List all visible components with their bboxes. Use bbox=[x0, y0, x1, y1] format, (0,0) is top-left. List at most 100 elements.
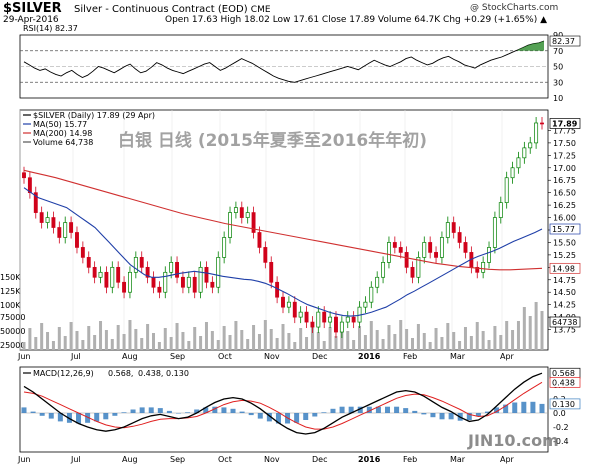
price-candle bbox=[363, 301, 368, 308]
volume-bar bbox=[46, 332, 50, 350]
price-tick-label: 15.25 bbox=[553, 251, 576, 260]
volume-bar bbox=[305, 337, 309, 350]
ma200-line bbox=[23, 169, 543, 271]
price-candle bbox=[75, 232, 79, 248]
rsi-value-tag bbox=[549, 35, 581, 47]
volume-bar bbox=[210, 331, 214, 350]
volume-bar bbox=[51, 341, 55, 350]
volume-tick-label: 50000 bbox=[0, 327, 25, 336]
volume-bar bbox=[252, 325, 256, 350]
macd-tick-label: 0.0 bbox=[553, 409, 566, 418]
price-candle bbox=[92, 266, 97, 278]
macd-value-label: 0.438 bbox=[552, 378, 575, 387]
price-candle bbox=[222, 237, 227, 258]
macd-panel: 0.40.20.0-0.2-0.40.5680.4380.130MACD(12,… bbox=[17, 366, 581, 464]
macd-histogram-bar bbox=[494, 407, 500, 413]
volume-bar bbox=[493, 326, 497, 350]
price-candle bbox=[80, 247, 85, 258]
macd-histogram-bar bbox=[121, 412, 127, 413]
rsi-legend: RSI(14) 82.37 bbox=[23, 24, 78, 33]
volume-bar bbox=[499, 335, 503, 350]
volume-bar bbox=[381, 339, 385, 350]
price-tick-label: 17.25 bbox=[553, 151, 576, 160]
price-tick-label: 13.75 bbox=[553, 326, 576, 335]
price-candle bbox=[398, 247, 403, 253]
volume-bar bbox=[57, 327, 61, 350]
price-panel: 17.75 17.50 17.25 17.00 16.75 16.50 16.25 16.00… bbox=[0, 109, 581, 361]
month-label: Jun bbox=[17, 352, 31, 361]
macd-month-label: Apr bbox=[500, 455, 515, 464]
month-label: Jul bbox=[70, 352, 81, 361]
volume-bar bbox=[22, 342, 26, 350]
price-legend-item: $SILVER (Daily) 17.89 (29 Apr) bbox=[33, 111, 155, 120]
macd-histogram-bar bbox=[403, 408, 409, 413]
volume-bar bbox=[287, 333, 291, 350]
volume-bar bbox=[87, 326, 91, 350]
price-candle bbox=[534, 122, 539, 144]
volume-bar bbox=[487, 340, 491, 350]
price-candle bbox=[351, 316, 356, 323]
macd-histogram-bar bbox=[421, 413, 427, 415]
volume-bar bbox=[358, 326, 362, 350]
price-candle bbox=[251, 212, 256, 233]
price-candle bbox=[104, 271, 109, 288]
volume-bar bbox=[475, 322, 479, 350]
volume-tick-label: 150K bbox=[0, 273, 21, 282]
price-candle bbox=[110, 266, 115, 288]
price-candle bbox=[445, 222, 450, 238]
volume-tick-label: 75000 bbox=[0, 313, 25, 322]
macd-value-label: 0.568 bbox=[552, 369, 575, 378]
price-candle bbox=[516, 157, 521, 169]
macd-histogram-bar bbox=[439, 413, 445, 420]
close-value-tag-label: 17.89 bbox=[552, 119, 578, 128]
volume-bar bbox=[257, 334, 261, 350]
volume-bar bbox=[516, 321, 520, 350]
volume-value-tag-label: 64738 bbox=[552, 318, 577, 327]
macd-histogram-bar bbox=[203, 407, 209, 413]
price-candle bbox=[498, 202, 503, 218]
volume-bar bbox=[363, 335, 367, 350]
macd-histogram-bar bbox=[112, 413, 118, 416]
volume-bar bbox=[446, 323, 450, 350]
macd-tick-label: -0.4 bbox=[553, 437, 569, 446]
macd-histogram-bar bbox=[448, 413, 454, 420]
price-candle bbox=[463, 242, 468, 253]
macd-histogram-bar bbox=[266, 413, 272, 422]
macd-month-label: Feb bbox=[403, 455, 417, 464]
price-candle bbox=[522, 147, 527, 159]
month-label: Apr bbox=[500, 352, 515, 361]
volume-bar bbox=[81, 340, 85, 350]
macd-value-label: 0.130 bbox=[552, 400, 575, 409]
macd-histogram-bar bbox=[385, 406, 391, 413]
volume-bar bbox=[469, 336, 473, 350]
volume-bar bbox=[93, 335, 97, 350]
ohlc-summary: Open 17.63 High 18.02 Low 17.61 Close 17… bbox=[165, 15, 547, 25]
volume-bar bbox=[481, 331, 485, 350]
price-candle bbox=[122, 281, 127, 293]
macd-histogram-bar bbox=[503, 404, 509, 413]
volume-bar bbox=[375, 330, 379, 350]
price-candle bbox=[281, 296, 285, 308]
volume-bar bbox=[387, 325, 391, 350]
volume-bar bbox=[187, 341, 191, 350]
price-tick-label: 17.00 bbox=[553, 164, 576, 173]
volume-bar bbox=[28, 328, 32, 350]
price-candle bbox=[275, 281, 280, 298]
macd-month-label: 2016 bbox=[358, 455, 381, 464]
volume-bar bbox=[352, 340, 356, 350]
overlay-caption: 白银 日线 (2015年夏季至2016年年初) bbox=[118, 130, 427, 151]
volume-bar bbox=[152, 333, 155, 350]
macd-histogram-bar bbox=[330, 408, 336, 413]
macd-tick-label: -0.2 bbox=[553, 423, 569, 432]
price-tick-label: 14.75 bbox=[553, 276, 576, 285]
month-label: Nov bbox=[264, 352, 280, 361]
price-legend-item: MA(50) 15.77 bbox=[33, 120, 87, 129]
price-candle bbox=[540, 122, 544, 125]
macd-histogram-bar bbox=[484, 411, 490, 413]
volume-bar bbox=[169, 337, 173, 350]
volume-tick-label: 125K bbox=[0, 287, 21, 296]
macd-histogram-bar bbox=[539, 403, 545, 413]
ma50-line bbox=[23, 187, 543, 317]
price-candle bbox=[198, 266, 203, 293]
volume-bar bbox=[269, 329, 273, 350]
